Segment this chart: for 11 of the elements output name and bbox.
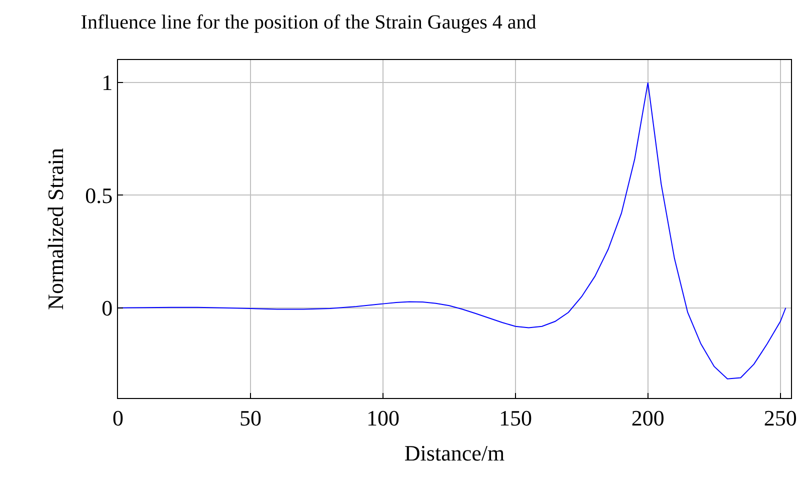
x-tick-label: 250 bbox=[764, 405, 797, 430]
x-axis-title: Distance/m bbox=[404, 440, 505, 466]
x-tick-label: 150 bbox=[498, 405, 532, 430]
chart-title: Influence line for the position of the Strain Gauges 4 and bbox=[80, 11, 536, 34]
x-tick-label: 100 bbox=[366, 405, 400, 430]
y-tick-label: 1 bbox=[102, 70, 113, 96]
y-axis-title: Normalized Strain bbox=[42, 148, 68, 310]
y-tick-label: 0.5 bbox=[85, 182, 113, 208]
x-tick-label: 50 bbox=[239, 405, 262, 430]
y-tick-label: 0 bbox=[102, 296, 113, 321]
x-tick-label: 200 bbox=[631, 405, 664, 430]
